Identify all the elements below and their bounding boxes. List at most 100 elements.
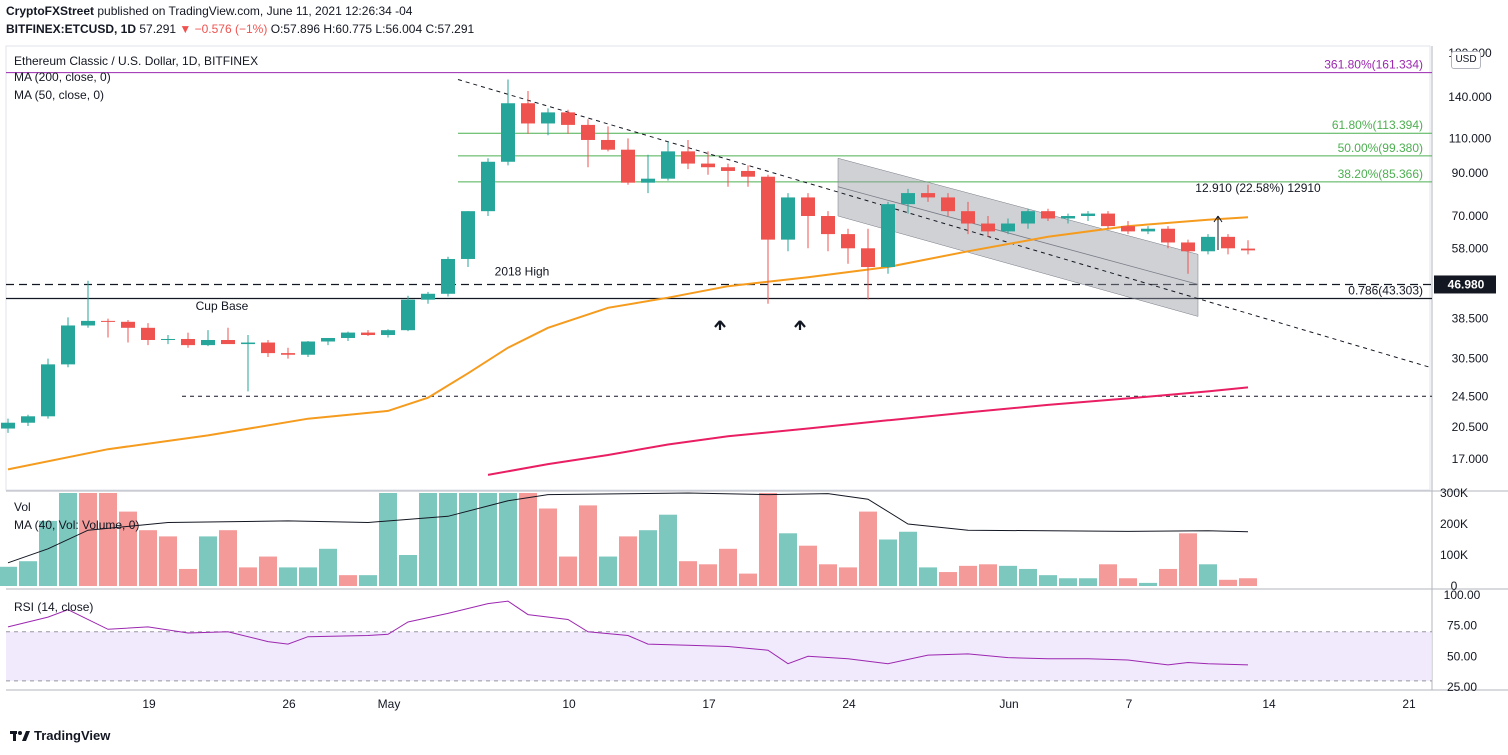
volume-bar (999, 565, 1017, 586)
volume-bar (179, 568, 197, 586)
volume-bar (19, 561, 37, 586)
candle-body (561, 112, 575, 125)
volume-bar (939, 572, 957, 586)
candle-body (581, 124, 595, 140)
candle-body (41, 364, 55, 417)
volume-bar (1139, 582, 1157, 586)
candle-body (161, 338, 175, 340)
x-tick-label: 10 (562, 697, 576, 711)
price-tick-label: 38.500 (1452, 312, 1489, 326)
volume-bar (699, 564, 717, 586)
candle-body (1001, 223, 1015, 232)
candle-body (21, 416, 35, 423)
candle-body (221, 339, 235, 345)
brand-name: TradingView (34, 728, 111, 743)
volume-tick-label: 200K (1440, 517, 1468, 531)
tradingview-logo-icon (10, 730, 30, 741)
candle-body (841, 234, 855, 249)
candle-body (481, 161, 495, 212)
volume-bar (1079, 578, 1097, 586)
candle-body (1041, 211, 1055, 219)
rsi-line (7, 600, 1249, 666)
volume-bar (1059, 578, 1077, 586)
annotation-2018-high: 2018 High (495, 265, 550, 279)
candle-body (141, 327, 155, 340)
annotation-cup-base: Cup Base (196, 299, 249, 313)
volume-bar (359, 575, 377, 586)
volume-bar (519, 493, 537, 586)
x-tick-label: Jun (999, 697, 1018, 711)
candle-body (1181, 242, 1195, 252)
price-tick-label: 58.000 (1452, 241, 1489, 255)
x-tick-label: May (378, 697, 401, 711)
candle-body (1201, 236, 1215, 252)
volume-bar (439, 493, 457, 586)
candle-body (1121, 226, 1135, 232)
support-arrow-icon (794, 320, 806, 330)
candle-body (201, 339, 215, 346)
candle-body (761, 176, 775, 240)
rsi-tick-label: 75.00 (1447, 619, 1477, 633)
candle-body (601, 139, 615, 150)
price-tick-label: 70.000 (1452, 209, 1489, 223)
candle-body (961, 211, 975, 224)
price-tick-label: 110.000 (1449, 131, 1492, 145)
fib-level-label: 50.00%(99.380) (1338, 141, 1423, 155)
volume-ma-line (7, 492, 1249, 564)
trend-line (457, 79, 1431, 368)
measured-move-label: 12.910 (22.58%) 12910 (1195, 181, 1321, 195)
candle-body (881, 204, 895, 268)
candle-body (1241, 248, 1255, 251)
volume-bar (279, 567, 297, 586)
volume-bar (979, 564, 997, 586)
candle-body (901, 193, 915, 205)
price-tick-label: 24.500 (1452, 389, 1489, 403)
volume-bar (839, 567, 857, 586)
volume-bar (679, 561, 697, 586)
symbol-line: BITFINEX:ETCUSD, 1D 57.291 ▼ −0.576 (−1%… (6, 22, 474, 36)
projection-arrow-icon (1213, 215, 1223, 250)
volume-bar (419, 493, 437, 586)
candle-body (781, 197, 795, 240)
volume-bar (299, 567, 317, 586)
x-tick-label: 24 (842, 697, 856, 711)
channel-median (837, 186, 1199, 285)
candle-body (81, 320, 95, 326)
candle-body (421, 293, 435, 300)
volume-bar (0, 566, 17, 586)
candle-body (801, 197, 815, 217)
volume-bar (779, 533, 797, 586)
volume-bar (39, 520, 57, 586)
volume-bar (119, 511, 137, 586)
fib-level-label: 61.80%(113.394) (1332, 118, 1423, 132)
candle-body (701, 163, 715, 168)
candle-body (981, 223, 995, 232)
candle-body (1141, 228, 1155, 232)
volume-bar (339, 575, 357, 586)
candle-body (641, 178, 655, 183)
rsi-tick-label: 50.00 (1447, 649, 1477, 663)
volume-bar (819, 564, 837, 586)
volume-bar (1239, 578, 1257, 586)
volume-bar (199, 536, 217, 586)
rsi-legend: RSI (14, close) (14, 600, 94, 614)
volume-bar (319, 548, 337, 586)
candle-body (401, 299, 415, 331)
candle-body (1, 422, 15, 429)
chart-title: Ethereum Classic / U.S. Dollar, 1D, BITF… (14, 54, 259, 68)
candle-body (361, 332, 375, 336)
volume-bar (399, 555, 417, 586)
ohlc-values: O:57.896 H:60.775 L:56.004 C:57.291 (270, 22, 475, 36)
candle-body (501, 103, 515, 162)
candle-body (381, 330, 395, 336)
currency-badge[interactable]: USD (1451, 51, 1481, 69)
candle-body (461, 211, 475, 259)
volume-bar (259, 556, 277, 586)
price-tick-label: 30.500 (1452, 352, 1489, 366)
candle-body (1161, 228, 1175, 243)
volume-bar (1219, 579, 1237, 586)
footer-brand[interactable]: TradingView (10, 728, 110, 743)
volume-bar (879, 539, 897, 586)
candle-body (521, 103, 535, 124)
